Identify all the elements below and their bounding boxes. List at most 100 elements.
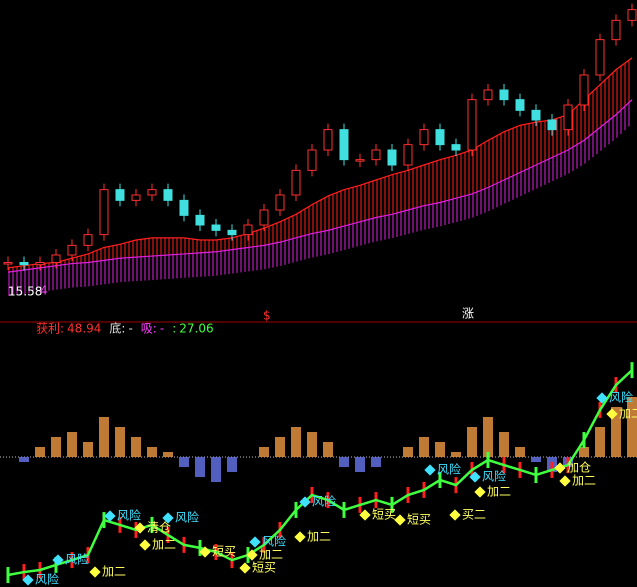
signal-annotation: 加二 <box>102 565 126 579</box>
signal-annotation: 风险 <box>437 462 461 477</box>
candle <box>35 262 45 266</box>
histogram-bar <box>451 452 461 457</box>
signal-marker <box>449 509 461 521</box>
signal-marker <box>299 496 311 508</box>
candle <box>51 254 61 263</box>
candle <box>387 149 397 166</box>
signal-annotation: 加二 <box>619 407 637 421</box>
candle <box>627 9 637 21</box>
signal-annotation: 风险 <box>117 508 141 523</box>
candle <box>115 189 125 201</box>
histogram-bar <box>371 457 381 467</box>
signal-annotation: 加二 <box>572 474 596 488</box>
histogram-bar <box>483 417 493 457</box>
candle <box>243 224 253 236</box>
histogram-bar <box>131 437 141 457</box>
candle <box>19 262 29 266</box>
candle <box>99 189 109 236</box>
signal-annotation: 风险 <box>35 572 59 587</box>
candle <box>291 169 301 196</box>
histogram-bar <box>211 457 221 482</box>
candle <box>211 224 221 231</box>
signal-annotation: 短买 <box>372 508 396 522</box>
signal-annotation: 短买 <box>252 561 276 575</box>
signal-annotation: 加二 <box>259 548 283 562</box>
histogram-bar <box>35 447 45 457</box>
histogram-bar <box>579 447 589 457</box>
candle <box>131 194 141 201</box>
candle <box>339 129 349 161</box>
candle <box>419 129 429 146</box>
candle <box>195 214 205 226</box>
candle <box>579 74 589 106</box>
fast-band <box>8 57 632 273</box>
signal-marker <box>606 408 618 420</box>
candle <box>83 234 93 246</box>
signal-annotation: 清仓 <box>147 521 171 535</box>
signal-annotation: 加仓 <box>567 461 591 475</box>
signal-annotation: 风险 <box>609 390 633 405</box>
info-value: 48.94 <box>67 322 101 336</box>
signal-line <box>7 369 633 577</box>
histogram-bar <box>435 442 445 457</box>
signal-marker <box>394 514 406 526</box>
signal-annotation: 风险 <box>482 469 506 484</box>
histogram-bar <box>275 437 285 457</box>
info-value: 27.06 <box>179 322 213 336</box>
info-label: : <box>172 322 176 336</box>
candle <box>563 104 573 131</box>
candle <box>531 109 541 121</box>
histogram-bar <box>595 427 605 457</box>
histogram-bar <box>195 457 205 477</box>
info-value: - <box>160 322 164 336</box>
histogram-bar <box>99 417 109 457</box>
info-label: 吸: <box>141 322 157 336</box>
histogram-bar <box>627 397 637 457</box>
candle <box>275 194 285 211</box>
histogram-bar <box>307 432 317 457</box>
signal-marker <box>162 512 174 524</box>
candle <box>547 119 557 131</box>
candle <box>355 159 365 162</box>
candle <box>435 129 445 146</box>
signal-annotation: 短买 <box>407 513 431 527</box>
signal-annotation: 风险 <box>175 510 199 525</box>
slow-line <box>7 99 633 273</box>
signal-marker <box>469 471 481 483</box>
candle <box>227 229 237 236</box>
signal-annotation: 加二 <box>307 530 331 544</box>
histogram-bar <box>163 452 173 457</box>
info-label: 获利: <box>36 322 64 336</box>
histogram-bar <box>179 457 189 467</box>
signal-marker <box>424 464 436 476</box>
candle <box>515 99 525 111</box>
candle <box>499 89 509 101</box>
signal-marker <box>554 462 566 474</box>
histogram-bar <box>67 432 77 457</box>
signal-annotation: 加二 <box>487 485 511 499</box>
histogram-bar <box>403 447 413 457</box>
candle <box>611 19 621 41</box>
histogram-bar <box>467 427 477 457</box>
slow-band <box>8 99 632 297</box>
histogram-bar <box>115 427 125 457</box>
low-price-label: 15.58 <box>8 285 42 299</box>
low-marker: 4 <box>40 284 48 298</box>
signal-up: 涨 <box>462 306 474 321</box>
candle <box>259 209 269 226</box>
info-value: - <box>128 322 132 336</box>
histogram-bar <box>419 437 429 457</box>
signal-marker <box>134 522 146 534</box>
signal-marker <box>52 554 64 566</box>
histogram-bar <box>291 427 301 457</box>
candle <box>371 149 381 161</box>
candle <box>67 244 77 256</box>
signal-annotation: 风险 <box>65 552 89 567</box>
histogram-bar <box>339 457 349 467</box>
histogram-bar <box>147 447 157 457</box>
histogram-bar <box>611 407 621 457</box>
signal-marker <box>199 546 211 558</box>
